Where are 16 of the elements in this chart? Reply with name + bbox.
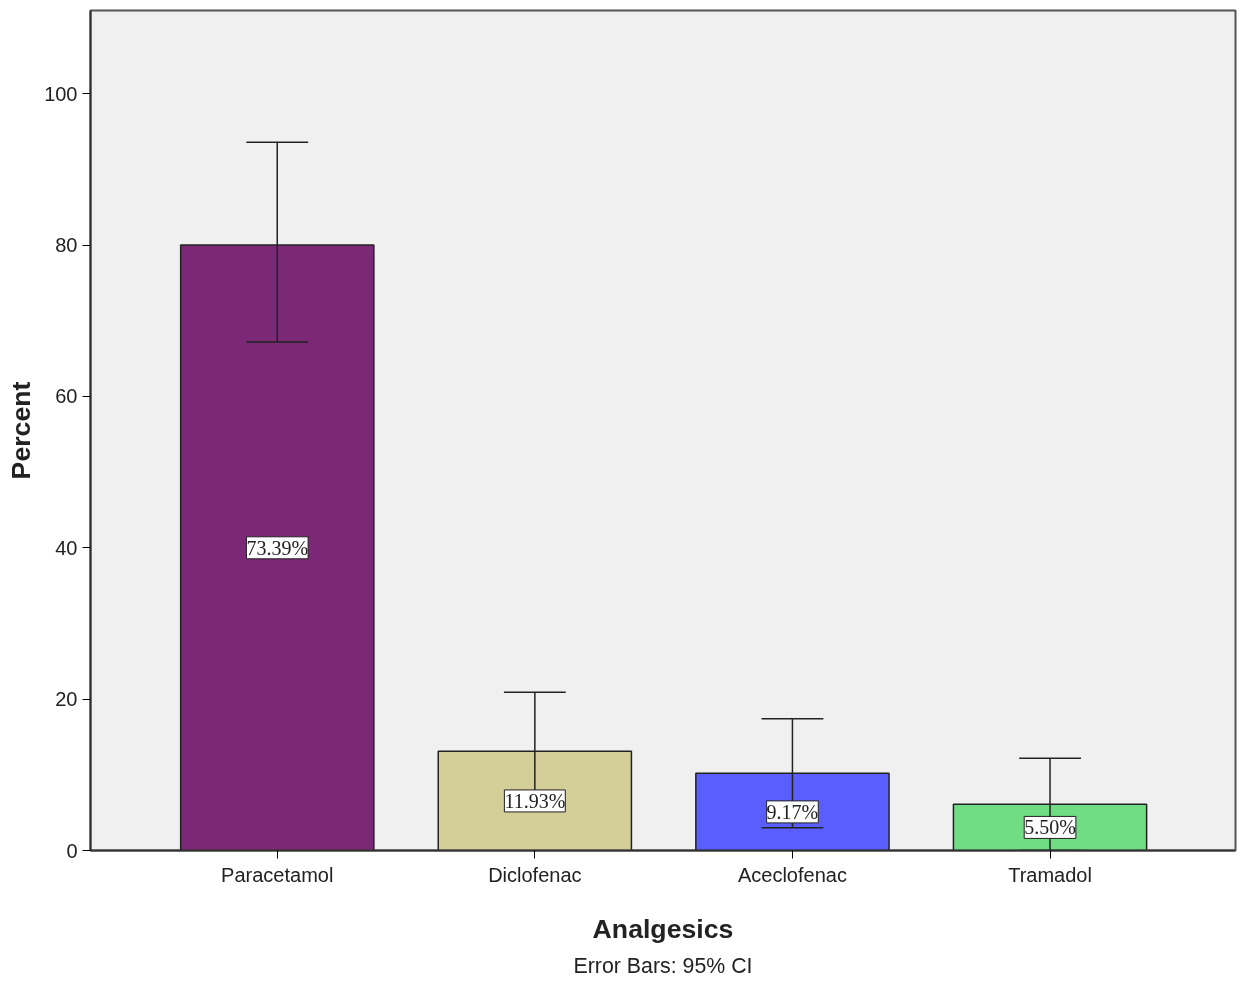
x-tick-label: Diclofenac: [488, 863, 582, 886]
y-tick-label: 60: [55, 385, 78, 408]
x-tick-label: Paracetamol: [221, 863, 334, 886]
y-tick-label: 100: [44, 82, 78, 105]
annotation: 11.93%: [504, 789, 566, 812]
annotation: 73.39%: [246, 536, 309, 559]
annotation: 9.17%: [766, 800, 819, 823]
y-tick-label: 40: [55, 536, 78, 559]
y-axis-title: Percent: [6, 381, 37, 480]
x-axis-title: Analgesics: [592, 913, 734, 944]
x-tick-label: Tramadol: [1008, 863, 1092, 886]
text: Error Bars: 95% CI: [573, 953, 753, 978]
y-tick-label: 80: [55, 234, 78, 257]
x-tick-label: Aceclofenac: [737, 863, 847, 886]
y-tick-label: 0: [66, 839, 78, 862]
y-tick-label: 20: [55, 688, 78, 711]
